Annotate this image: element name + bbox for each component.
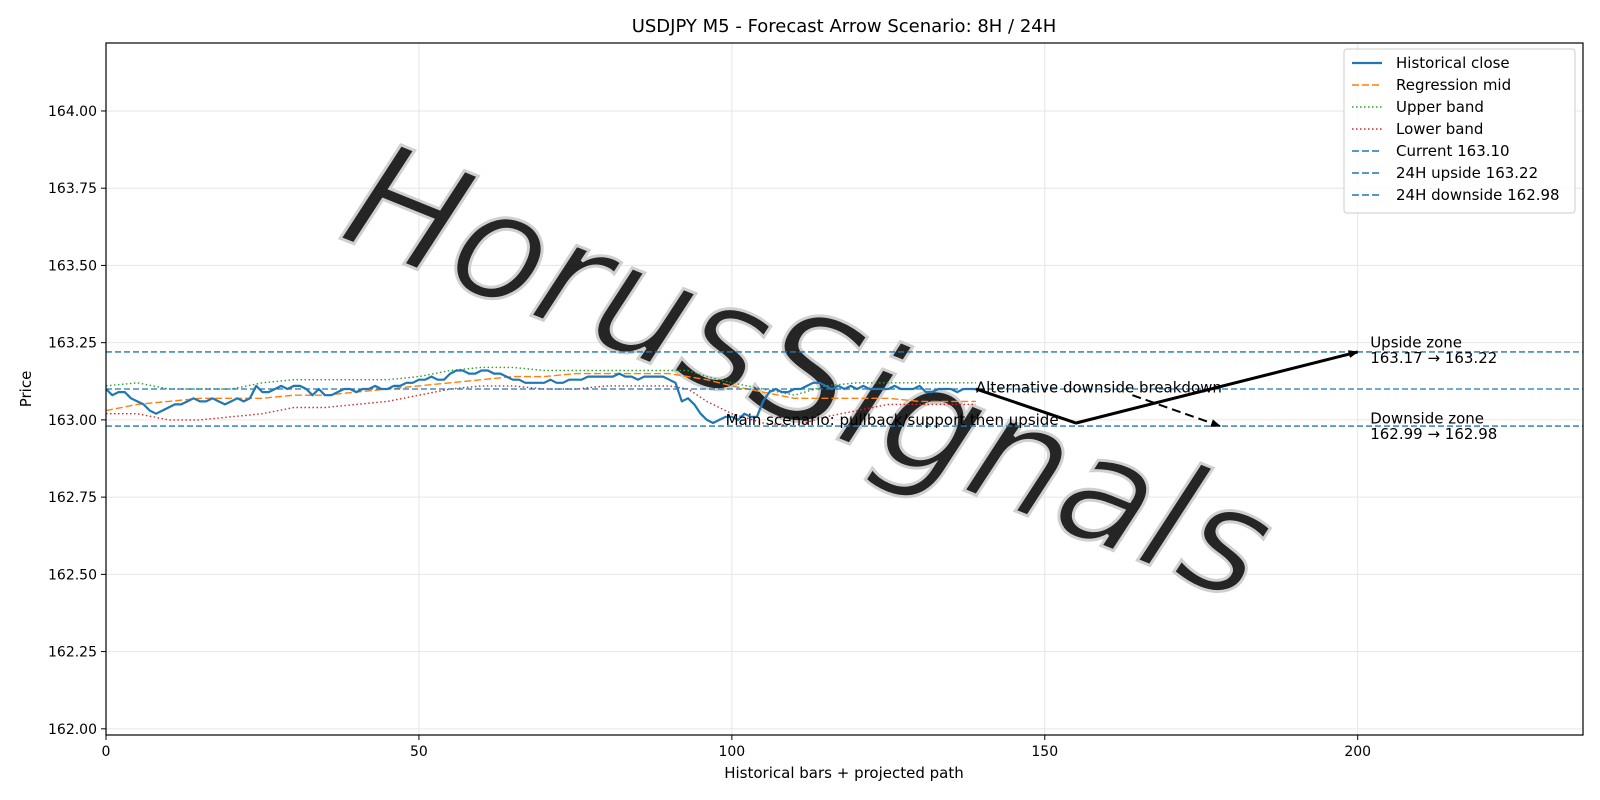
main-scenario-arrow [975, 350, 1359, 425]
grid [105, 43, 1583, 735]
y-axis-label: Price [17, 371, 35, 408]
x-tick-label: 150 [1031, 744, 1058, 760]
x-tick-label: 50 [410, 744, 428, 760]
legend-box [1343, 48, 1576, 214]
chart-title: USDJPY M5 - Forecast Arrow Scenario: 8H … [632, 16, 1057, 37]
scenario-arrows [975, 350, 1359, 428]
legend-label: Current 163.10 [1396, 142, 1510, 160]
x-tick-label: 0 [102, 744, 111, 760]
alternative-scenario-arrow [1132, 394, 1221, 428]
legend-label: Historical close [1396, 54, 1510, 72]
y-tick-label: 162.25 [48, 645, 97, 661]
y-tick-label: 162.75 [48, 490, 97, 506]
legend-label: Lower band [1396, 120, 1483, 138]
annotation-text: Main scenario: pullback/support then ups… [726, 411, 1059, 429]
x-tick-label: 200 [1344, 744, 1371, 760]
series-line-upper-band [106, 366, 976, 396]
series-layer [106, 351, 1583, 427]
y-axis-ticks: 162.00 162.25 162.50 162.75 163.00 163.25 163.… [48, 104, 106, 738]
annotation-text: 163.17 → 163.22 [1370, 349, 1497, 367]
legend-label: 24H downside 162.98 [1396, 186, 1560, 204]
legend-label: Upper band [1396, 98, 1484, 116]
annotations: Alternative downside breakdown Main scena… [726, 334, 1498, 443]
annotation-text: Upside zone [1370, 334, 1462, 352]
y-tick-label: 164.00 [48, 104, 97, 120]
plot-frame [105, 42, 1584, 736]
x-axis-label: Historical bars + projected path [724, 764, 964, 782]
annotation-text: 162.99 → 162.98 [1370, 425, 1497, 443]
series-line-regression-mid [106, 372, 976, 412]
annotation-text: Alternative downside breakdown [976, 378, 1222, 396]
legend: Historical close Regression mid Upper band… [1343, 48, 1576, 214]
y-tick-label: 163.75 [48, 181, 97, 197]
annotation-text: Downside zone [1370, 409, 1484, 427]
x-axis-ticks: 0 50 100 150 200 [102, 735, 1371, 760]
y-tick-label: 163.25 [48, 336, 97, 352]
legend-label: 24H upside 163.22 [1396, 164, 1538, 182]
y-tick-label: 163.00 [48, 413, 97, 429]
y-tick-label: 163.50 [48, 258, 97, 274]
legend-label: Regression mid [1396, 76, 1511, 94]
y-tick-label: 162.50 [48, 567, 97, 583]
x-tick-label: 100 [718, 744, 745, 760]
y-tick-label: 162.00 [48, 722, 97, 738]
